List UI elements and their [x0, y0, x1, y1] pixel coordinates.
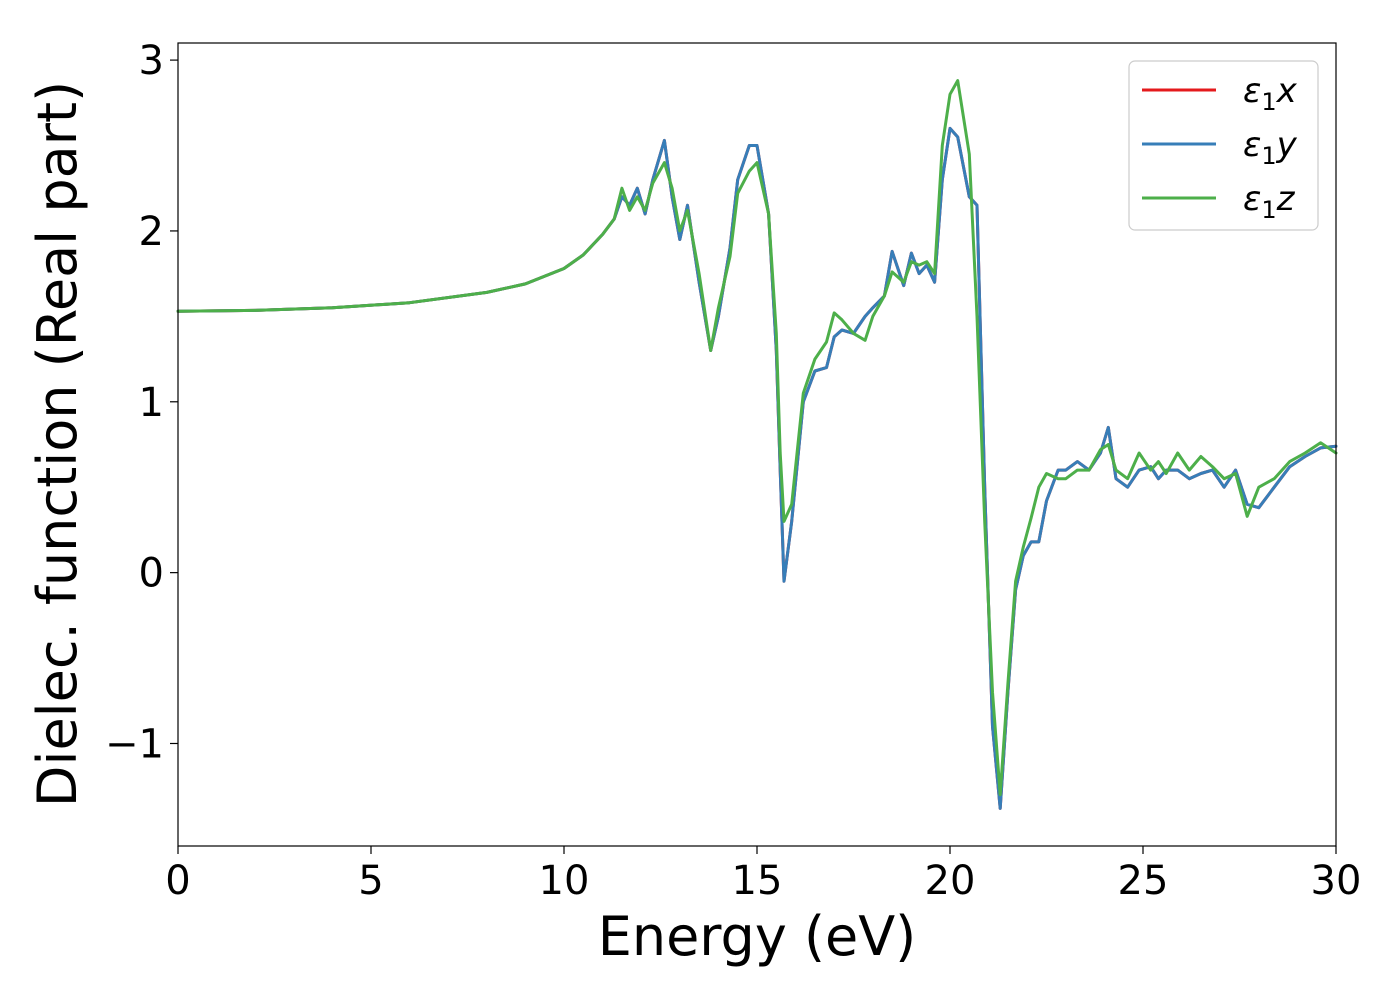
- x-tick-label: 10: [539, 858, 590, 904]
- legend-box: [1128, 60, 1319, 231]
- series-line-z: [176, 79, 1338, 797]
- x-tick-label: 20: [925, 858, 976, 904]
- legend-label-x: ε1x: [1243, 71, 1298, 116]
- x-tick-label: 15: [732, 858, 783, 904]
- y-axis-ticks: −1 0 1 2 3: [105, 38, 178, 767]
- x-tick-label: 30: [1311, 858, 1362, 904]
- y-tick-label: 2: [139, 209, 164, 255]
- y-axis-label: Dielec. function (Real part): [26, 81, 89, 807]
- series-line-y: [176, 126, 1338, 810]
- x-tick-label: 0: [165, 858, 190, 904]
- y-tick-label: 0: [139, 551, 164, 597]
- x-tick-label: 5: [358, 858, 383, 904]
- legend: ε1x ε1y ε1z: [1128, 60, 1319, 231]
- y-tick-label: 3: [139, 38, 164, 84]
- series-layer: [176, 79, 1338, 810]
- y-tick-label: −1: [105, 721, 164, 767]
- x-tick-label: 25: [1118, 858, 1169, 904]
- legend-label-y: ε1y: [1243, 125, 1298, 170]
- x-axis-label: Energy (eV): [598, 905, 917, 968]
- legend-label-z: ε1z: [1243, 179, 1296, 224]
- y-tick-label: 1: [139, 380, 164, 426]
- x-axis-ticks: 0 5 10 15 20 25 30: [165, 846, 1361, 904]
